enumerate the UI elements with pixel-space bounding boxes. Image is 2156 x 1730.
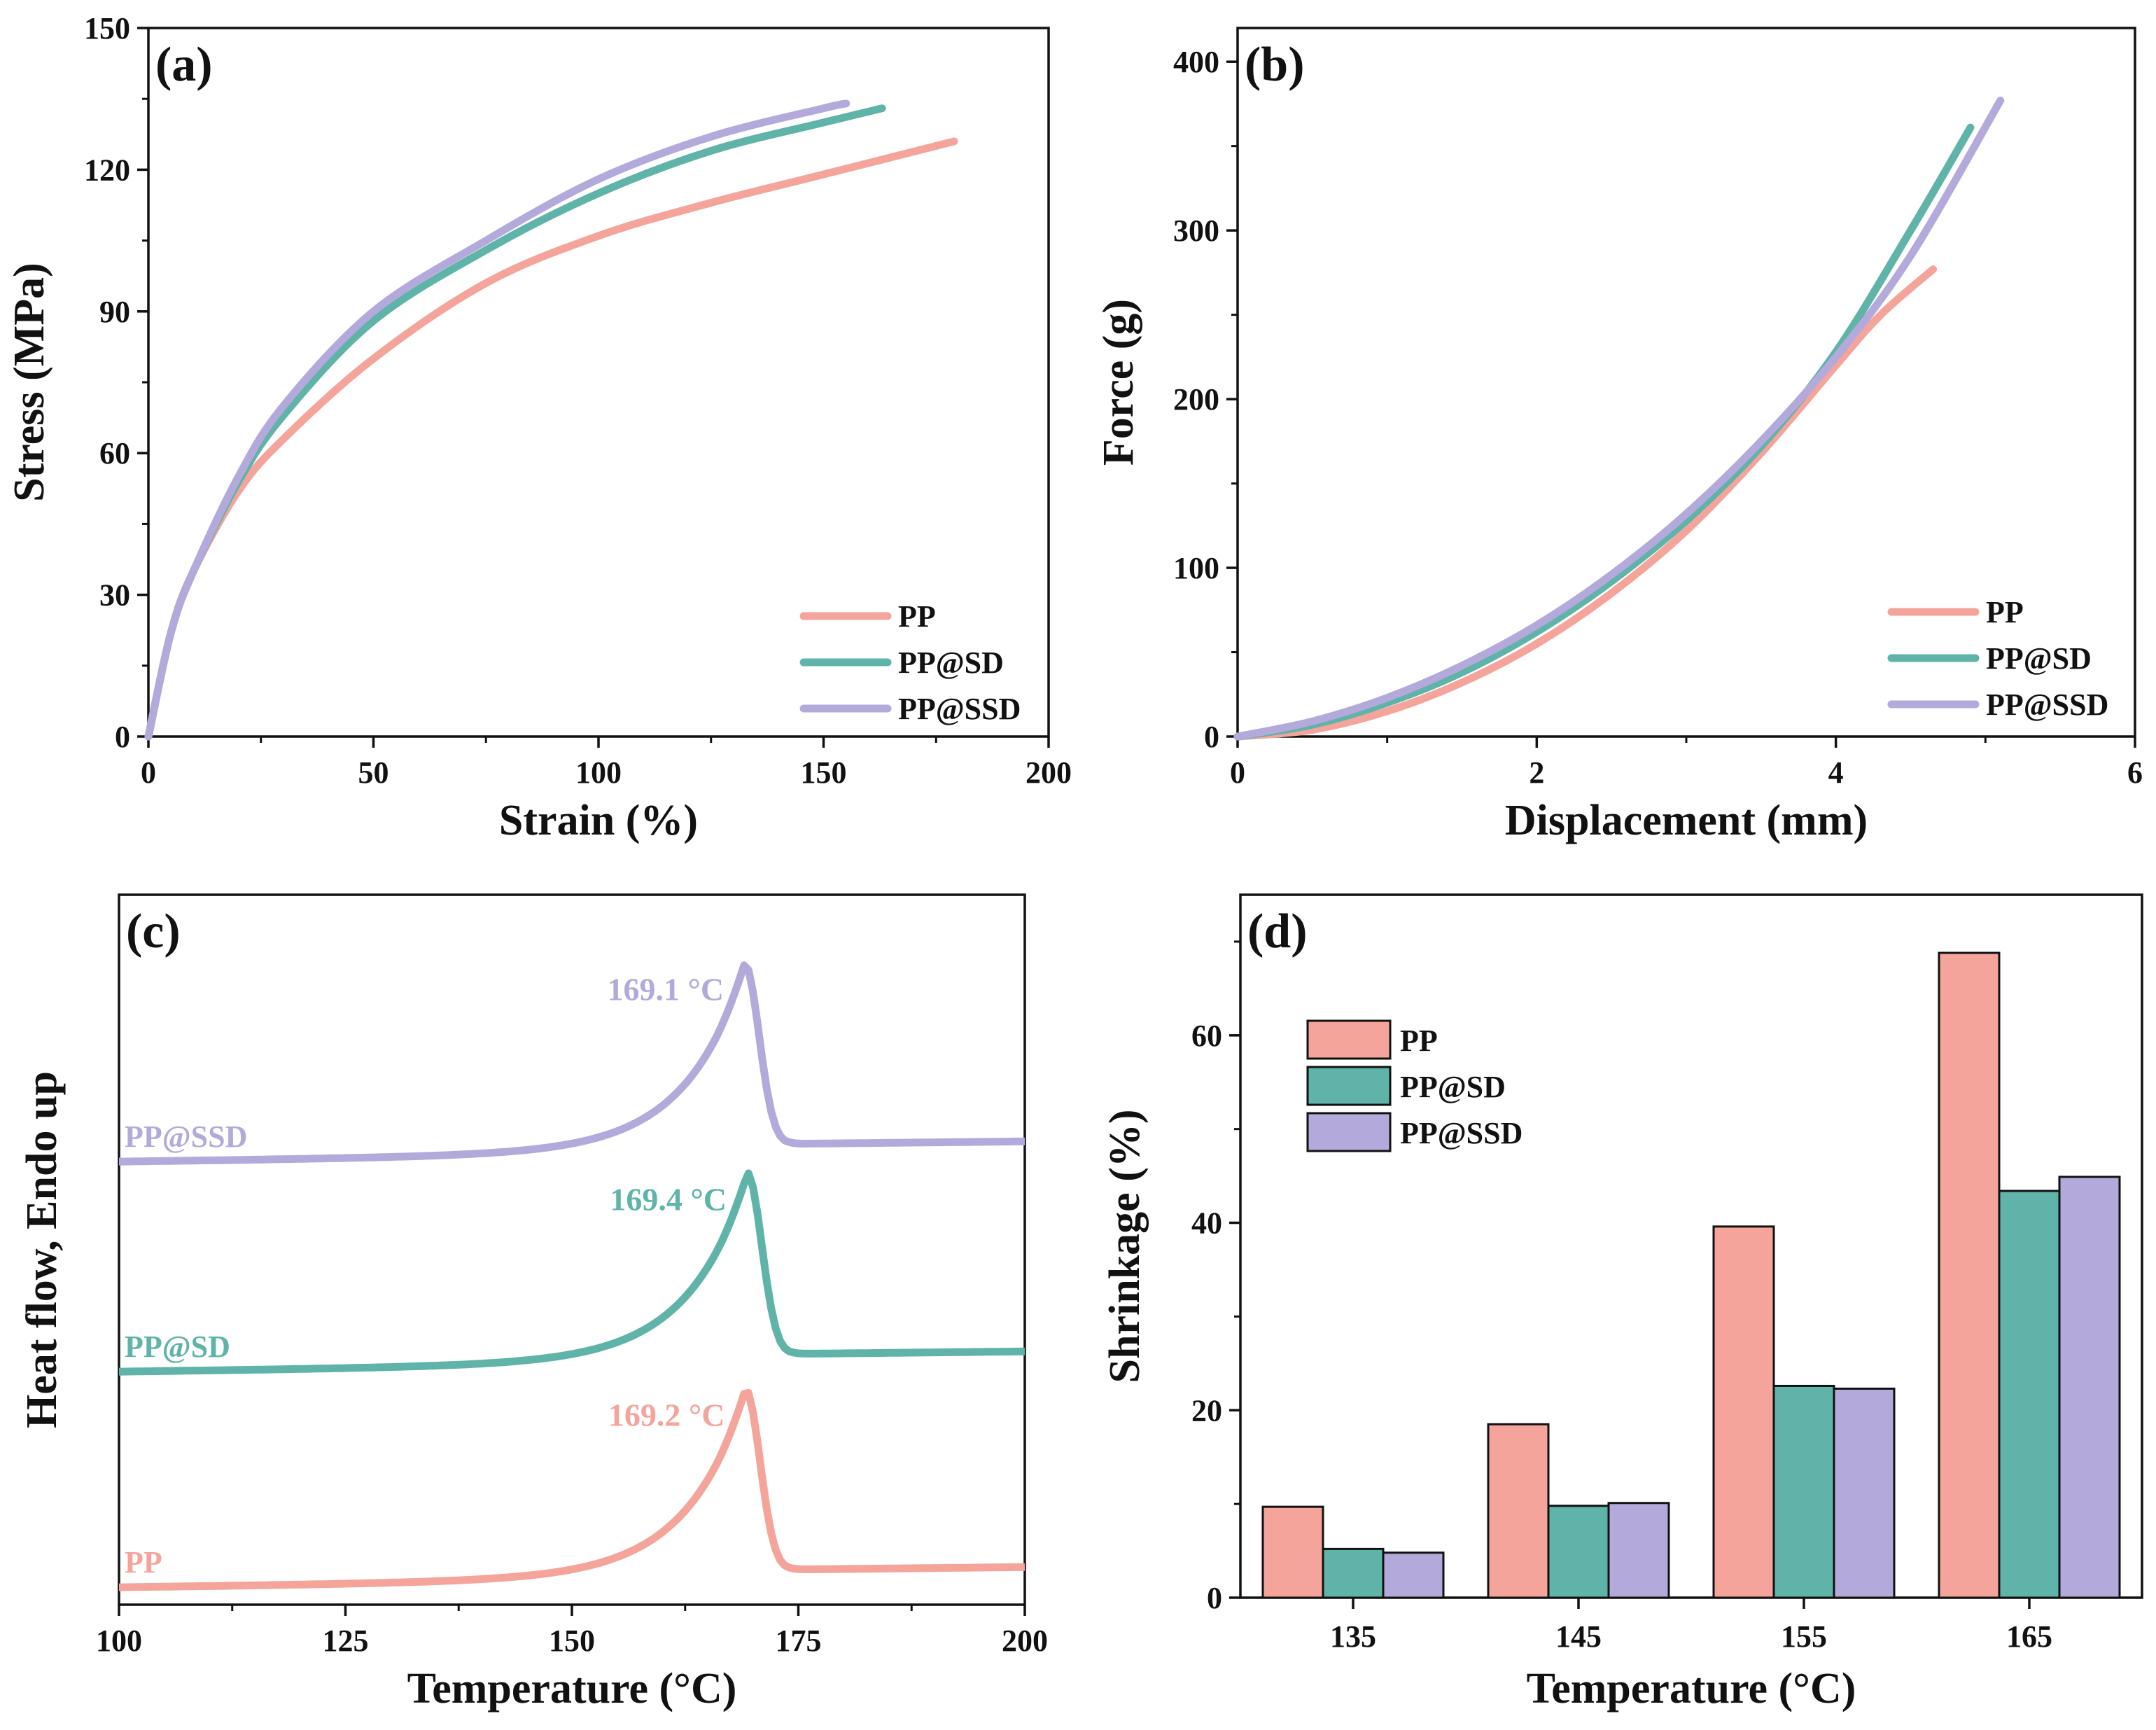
y-tick-label: 60 [1191,1019,1222,1053]
x-tick-label: 155 [1781,1619,1827,1654]
y-tick-label: 100 [1173,551,1219,585]
x-tick-label: 125 [323,1624,369,1658]
panel-label: (a) [155,38,213,92]
y-tick-label: 300 [1173,214,1219,248]
legend-swatch-pp-sd [1306,1066,1392,1106]
y-tick-label: 0 [1204,720,1219,754]
x-tick-label: 50 [358,755,389,790]
dsc-curve-pp [119,1388,1026,1591]
y-tick-label: 150 [84,11,130,46]
legend-swatch-pp-ssd [1306,1112,1392,1152]
bar-pp-ssd-155 [1833,1387,1896,1599]
x-tick-label: 175 [776,1624,822,1658]
panel-label: (b) [1245,38,1305,92]
x-tick-label: 6 [2127,755,2143,790]
x-tick-label: 135 [1330,1619,1376,1654]
bar-pp-sd-135 [1322,1547,1385,1599]
y-axis-label: Force (g) [1095,299,1142,466]
bar-pp-165 [1938,951,2001,1599]
bar-pp-ssd-145 [1607,1502,1670,1599]
y-tick-label: 20 [1191,1393,1222,1428]
legend-label: PP@SSD [1400,1116,1522,1150]
peak-label: 169.4 °C [610,1182,727,1218]
x-axis-label: Displacement (mm) [1505,797,1868,844]
x-axis-label: Temperature (°C) [1527,1665,1856,1712]
plot-frame [1239,893,2143,1599]
dsc-curve-pp-ssd [119,961,1026,1166]
x-tick-label: 200 [1026,755,1072,790]
series-label: PP@SD [125,1330,230,1364]
bar-pp-155 [1712,1225,1775,1599]
series-line-pp-sd [1233,123,1975,741]
x-tick-label: 0 [1230,755,1245,790]
dsc-curve-pp-sd [118,1169,1026,1376]
series-line-pp [1233,265,1938,741]
y-tick-label: 120 [84,153,130,187]
y-axis-label: Shrinkage (%) [1101,1110,1149,1383]
series-line-pp-ssd [1233,97,2005,741]
x-tick-label: 165 [2006,1619,2052,1654]
legend-label: PP@SD [1986,641,2092,676]
y-tick-label: 40 [1191,1206,1222,1241]
legend-label: PP [898,599,936,634]
x-tick-label: 145 [1555,1619,1602,1654]
bar-pp-ssd-165 [2058,1176,2121,1599]
legend-swatch-pp [1306,1019,1392,1060]
y-tick-label: 0 [1207,1581,1222,1615]
x-axis-label: Temperature (°C) [407,1665,737,1712]
panel-b: 0 2 4 6 0 100 200 300 400 Displacement (mm) Force … [1095,27,2143,844]
panel-c: 100 125 150 175 200 Temperature (°C) Heat flow… [18,893,1048,1712]
series-label: PP@SSD [125,1119,247,1154]
legend-label: PP@SSD [1986,688,2108,722]
x-tick-label: 0 [141,755,156,790]
legend-label: PP@SSD [898,692,1021,726]
panel-label: (d) [1247,905,1308,958]
peak-label: 169.2 °C [608,1397,725,1433]
y-tick-label: 0 [115,720,130,754]
bar-pp-sd-165 [1998,1190,2061,1599]
y-tick-label: 30 [99,578,130,613]
series-label: PP [125,1545,162,1579]
x-tick-label: 150 [549,1624,595,1658]
x-tick-label: 200 [1002,1624,1048,1658]
x-axis-label: Strain (%) [499,797,698,844]
x-tick-label: 150 [801,755,847,790]
series-line-pp-ssd [144,99,850,741]
y-tick-label: 90 [99,295,130,329]
bar-pp-135 [1261,1505,1324,1599]
legend-label: PP [1400,1024,1438,1058]
x-tick-label: 4 [1828,755,1844,790]
y-tick-label: 200 [1173,382,1219,417]
bar-pp-145 [1487,1423,1550,1599]
y-tick-label: 60 [99,436,130,470]
panel-a: 0 50 100 150 200 0 30 60 90 120 150 Strain (%) Stres… [6,11,1072,844]
bar-pp-sd-145 [1547,1505,1610,1599]
bar-pp-ssd-135 [1382,1551,1445,1599]
panel-label: (c) [126,905,181,958]
legend-label: PP@SD [1400,1070,1506,1104]
x-tick-label: 100 [575,755,622,790]
legend-label: PP [1986,595,2024,629]
legend-label: PP@SD [898,646,1004,680]
panel-d: 0 20 40 60 135 145 155 165 Temperature (°C) Shrin… [1101,893,2143,1712]
x-tick-label: 2 [1529,755,1544,790]
y-axis-label: Stress (MPa) [6,263,53,501]
bar-pp-sd-155 [1772,1384,1835,1599]
x-tick-label: 100 [96,1624,142,1658]
peak-label: 169.1 °C [608,972,724,1007]
y-tick-label: 400 [1173,45,1219,79]
y-axis-label: Heat flow, Endo up [18,1071,66,1428]
